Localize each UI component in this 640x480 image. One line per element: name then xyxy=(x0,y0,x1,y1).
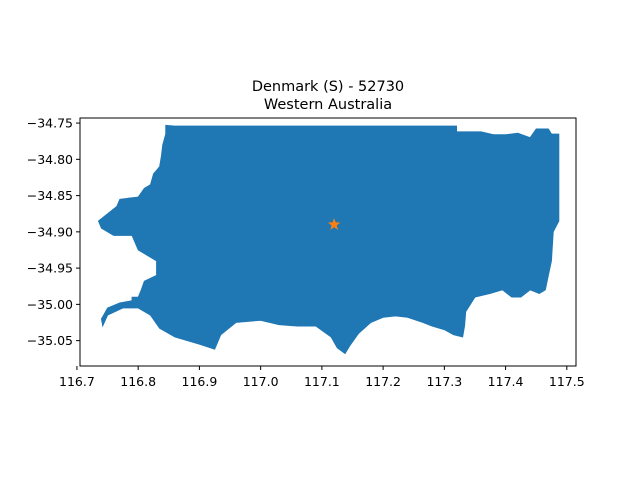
location-star-marker xyxy=(327,218,341,230)
y-tick-label: −35.05 xyxy=(27,333,73,348)
x-tick-label: 116.9 xyxy=(182,374,218,389)
x-tick-label: 117.4 xyxy=(488,374,524,389)
y-tick-label: −34.80 xyxy=(27,152,73,167)
x-tick-label: 116.8 xyxy=(120,374,156,389)
x-tick-label: 117.2 xyxy=(365,374,401,389)
x-tick-label: 117.5 xyxy=(549,374,585,389)
y-tick-label: −34.90 xyxy=(27,224,73,239)
x-tick-label: 116.7 xyxy=(59,374,95,389)
x-tick-label: 117.3 xyxy=(426,374,462,389)
axes-frame xyxy=(79,117,577,367)
y-tick-label: −35.00 xyxy=(27,297,73,312)
region-polygon xyxy=(97,124,560,355)
x-tick-label: 117.0 xyxy=(243,374,279,389)
y-tick-label: −34.85 xyxy=(27,188,73,203)
y-tick-label: −34.75 xyxy=(27,116,73,131)
chart-title-line1: Denmark (S) - 52730 xyxy=(251,79,405,95)
x-tick-label: 117.1 xyxy=(304,374,340,389)
chart-title-line2: Western Australia xyxy=(263,97,393,113)
y-tick-label: −34.95 xyxy=(27,261,73,276)
